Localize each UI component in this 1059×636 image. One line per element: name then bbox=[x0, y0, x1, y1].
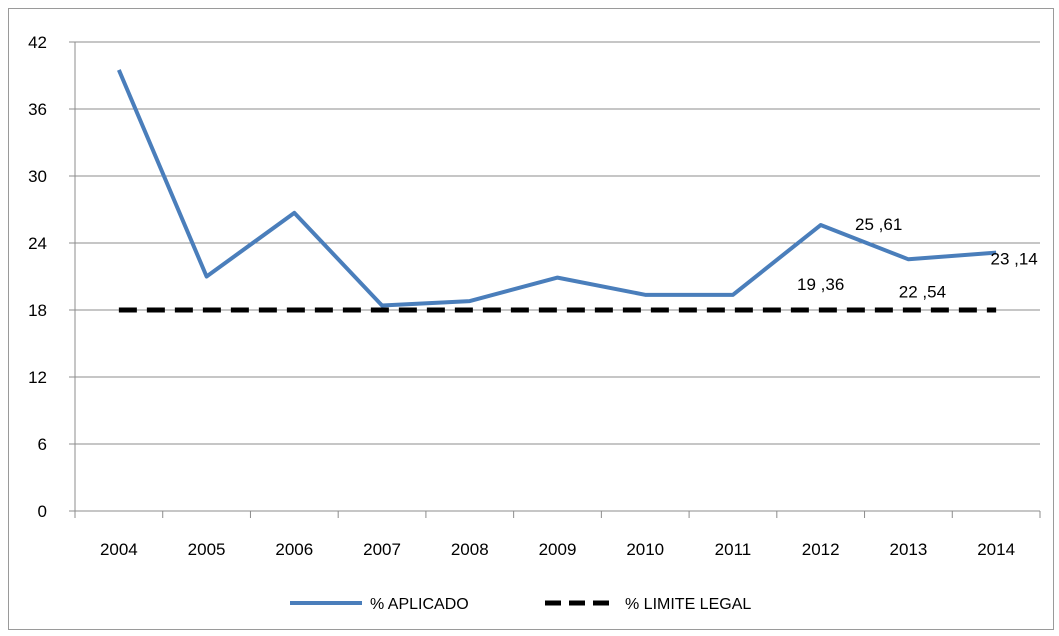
x-tick-label: 2005 bbox=[188, 540, 226, 559]
x-tick-label: 2008 bbox=[451, 540, 489, 559]
series-line-aplicado bbox=[117, 69, 997, 308]
legend-label: % APLICADO bbox=[370, 596, 469, 613]
x-tick-label: 2007 bbox=[363, 540, 401, 559]
x-tick-label: 2009 bbox=[539, 540, 577, 559]
x-tick-label: 2010 bbox=[626, 540, 664, 559]
x-tick-label: 2011 bbox=[715, 540, 752, 559]
y-tick-label: 6 bbox=[38, 435, 47, 454]
y-tick-label: 12 bbox=[28, 368, 47, 387]
y-tick-label: 24 bbox=[28, 234, 47, 253]
x-tick-label: 2006 bbox=[275, 540, 313, 559]
y-tick-label: 18 bbox=[28, 301, 47, 320]
data-label: 22 ,54 bbox=[899, 282, 946, 301]
data-label: 19 ,36 bbox=[797, 275, 844, 294]
x-tick-label: 2013 bbox=[889, 540, 927, 559]
y-tick-label: 30 bbox=[28, 167, 47, 186]
y-tick-label: 0 bbox=[38, 502, 47, 521]
legend-label: % LIMITE LEGAL bbox=[625, 596, 751, 613]
data-label: 25 ,61 bbox=[855, 215, 902, 234]
x-tick-label: 2012 bbox=[802, 540, 840, 559]
y-tick-label: 36 bbox=[28, 100, 47, 119]
x-tick-label: 2014 bbox=[977, 540, 1015, 559]
data-label: 23 ,14 bbox=[991, 250, 1038, 269]
y-tick-label: 42 bbox=[28, 33, 47, 52]
chart-frame bbox=[8, 8, 1054, 630]
x-tick-label: 2004 bbox=[100, 540, 138, 559]
